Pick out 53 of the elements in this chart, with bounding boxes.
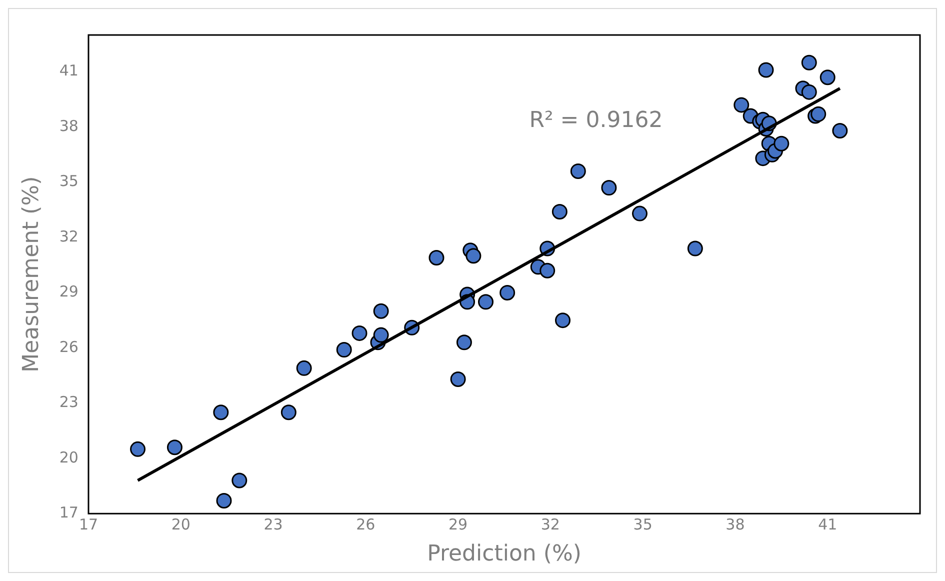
point (601, 180, 617, 196)
point (280, 404, 296, 420)
point (687, 240, 703, 256)
point (428, 250, 444, 266)
y-tick-label: 20 (59, 448, 78, 466)
point (801, 84, 817, 100)
point (555, 312, 571, 328)
point (540, 262, 556, 278)
point (774, 136, 790, 152)
point (801, 54, 817, 70)
point (632, 206, 648, 222)
y-tick-label: 35 (59, 172, 78, 190)
point (166, 440, 182, 456)
x-tick-label: 26 (356, 515, 376, 534)
point (130, 441, 146, 457)
point (456, 334, 472, 350)
x-tick-label: 32 (540, 515, 560, 534)
y-tick-label: 26 (59, 338, 78, 356)
x-axis-title: Prediction (%) (427, 542, 582, 567)
y-tick-label: 38 (59, 116, 78, 135)
y-tick-label: 17 (59, 503, 78, 522)
x-tick-label: 17 (78, 515, 98, 534)
point (820, 70, 836, 86)
point (758, 62, 774, 78)
y-tick-label: 29 (59, 282, 78, 301)
x-tick-label: 20 (171, 515, 190, 534)
annotation: R² = 0.9162 (529, 108, 663, 133)
point (466, 248, 482, 264)
point (336, 342, 352, 358)
point (734, 97, 750, 113)
point (373, 303, 389, 319)
x-tick-label: 35 (633, 515, 652, 534)
point (500, 284, 516, 300)
point (216, 492, 232, 508)
x-tick-label: 38 (726, 515, 745, 534)
y-tick-label: 23 (59, 393, 78, 412)
point (373, 327, 389, 343)
point (810, 106, 826, 122)
point (450, 371, 466, 387)
point (213, 404, 229, 420)
point (570, 163, 586, 179)
y-tick-label: 41 (59, 62, 78, 80)
x-tick-label: 41 (818, 515, 838, 534)
point (832, 122, 848, 138)
point (296, 360, 312, 376)
point (478, 294, 494, 310)
point (232, 472, 248, 488)
x-tick-label: 23 (264, 515, 283, 534)
point (552, 204, 568, 220)
x-tick-label: 29 (448, 515, 468, 534)
y-tick-label: 32 (59, 227, 78, 246)
point (352, 325, 368, 341)
y-axis-title: Measurement (%) (18, 176, 44, 372)
